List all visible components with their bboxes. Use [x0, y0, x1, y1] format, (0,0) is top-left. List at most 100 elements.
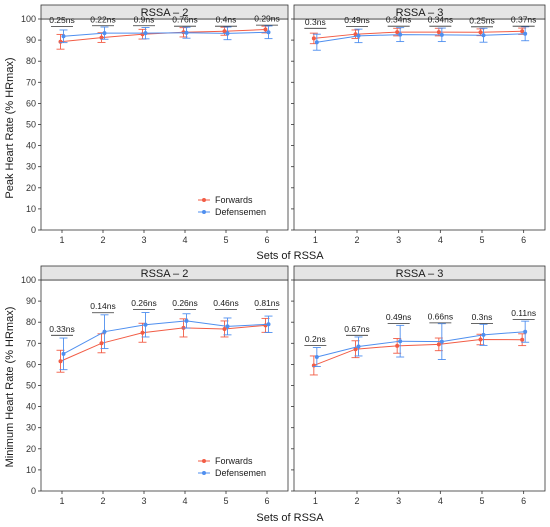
chart-panel: RSSA – 3 1 2 3 4 5 6 0.3ns 0.49ns 0.34ns 0.34ns 0.2… — [291, 4, 546, 245]
data-point-forwards — [436, 30, 441, 35]
data-point-forwards — [520, 337, 525, 342]
data-point-forwards — [353, 32, 358, 37]
significance-label: 0.33ns — [49, 324, 75, 334]
y-tick-label: 60 — [26, 98, 36, 108]
x-tick-label: 6 — [521, 235, 526, 245]
significance-label: 0.49ns — [386, 312, 412, 322]
x-tick-label: 1 — [59, 496, 64, 506]
y-tick-label: 0 — [31, 225, 36, 235]
y-tick-label: 70 — [26, 77, 36, 87]
significance-label: 0.66ns — [428, 311, 454, 321]
y-tick-label: 50 — [26, 120, 36, 130]
data-point-defensemen — [102, 31, 107, 36]
x-axis-title-top: Sets of RSSA — [256, 250, 324, 262]
data-point-forwards — [263, 27, 268, 32]
x-tick-label: 5 — [479, 496, 484, 506]
panel-strip — [40, 4, 289, 20]
data-point-defensemen — [523, 329, 528, 334]
x-tick-label: 1 — [313, 496, 318, 506]
significance-label: 0.46ns — [213, 298, 239, 308]
x-axis-title-bottom: Sets of RSSA — [256, 512, 324, 524]
y-axis-title-top: Peak Heart Rate (% HRmax) — [4, 57, 16, 198]
panel-title: RSSA – 3 — [396, 7, 444, 19]
legend-label-forwards: Forwards — [215, 456, 253, 466]
y-tick-label: 70 — [26, 338, 36, 348]
y-tick-label: 80 — [26, 317, 36, 327]
data-point-defensemen — [314, 40, 319, 45]
data-point-defensemen — [481, 332, 486, 337]
data-point-defensemen — [439, 339, 444, 344]
series-line-defensemen — [316, 331, 526, 358]
x-tick-label: 1 — [59, 235, 64, 245]
y-tick-label: 90 — [26, 296, 36, 306]
x-tick-label: 4 — [182, 496, 187, 506]
x-tick-label: 2 — [354, 496, 359, 506]
series-line-forwards — [313, 30, 523, 39]
data-point-defensemen — [356, 344, 361, 349]
data-point-defensemen — [143, 31, 148, 36]
y-tick-label: 100 — [21, 275, 36, 285]
y-axis-title-bottom: Minimum Heart Rate (% HRmax) — [4, 307, 16, 468]
chart-panel: RSSA – 2 0 10 20 30 40 50 60 70 80 90 100 1 2 3 4 5 6 0.33… — [21, 265, 289, 506]
panel-frame — [40, 18, 289, 231]
data-point-forwards — [436, 342, 441, 347]
data-point-defensemen — [266, 30, 271, 35]
chart-panel: RSSA – 3 1 2 3 4 5 6 0.2ns 0.67ns 0.49ns 0.66ns 0.3… — [291, 265, 546, 506]
panel-title: RSSA – 2 — [141, 268, 189, 280]
x-tick-label: 6 — [264, 235, 269, 245]
x-tick-label: 1 — [313, 235, 318, 245]
significance-label: 0.29ns — [254, 14, 280, 24]
data-point-defensemen — [439, 32, 444, 37]
series-line-defensemen — [63, 31, 269, 37]
y-tick-label: 0 — [31, 486, 36, 496]
significance-label: 0.22ns — [90, 14, 116, 24]
significance-label: 0.81ns — [254, 298, 280, 308]
significance-label: 0.26ns — [172, 298, 198, 308]
data-point-forwards — [520, 29, 525, 34]
significance-label: 0.49ns — [344, 15, 370, 25]
series-line-forwards — [313, 338, 523, 366]
panel-title: RSSA – 2 — [141, 7, 189, 19]
data-point-forwards — [478, 30, 483, 35]
data-point-defensemen — [266, 322, 271, 327]
x-tick-label: 5 — [223, 235, 228, 245]
legend-key-point-defensemen — [202, 471, 206, 475]
data-point-forwards — [311, 36, 316, 41]
significance-label: 0.3ns — [305, 17, 326, 27]
x-tick-label: 2 — [100, 235, 105, 245]
significance-label: 0.25ns — [49, 15, 75, 25]
data-point-defensemen — [225, 31, 230, 36]
panel-frame — [40, 279, 289, 492]
significance-label: 0.26ns — [131, 298, 157, 308]
significance-label: 0.67ns — [344, 324, 370, 334]
y-tick-label: 30 — [26, 162, 36, 172]
data-point-defensemen — [143, 322, 148, 327]
x-tick-label: 3 — [396, 496, 401, 506]
data-point-defensemen — [61, 34, 66, 39]
legend-label-forwards: Forwards — [215, 195, 253, 205]
panel-title: RSSA – 3 — [396, 268, 444, 280]
x-tick-label: 3 — [396, 235, 401, 245]
y-tick-label: 10 — [26, 204, 36, 214]
data-point-forwards — [395, 30, 400, 35]
chart-panel: RSSA – 2 0 10 20 30 40 50 60 70 80 90 100 1 2 3 4 5 6 0.25… — [21, 4, 289, 245]
x-tick-label: 3 — [141, 496, 146, 506]
data-point-defensemen — [481, 33, 486, 38]
significance-label: 0.14ns — [90, 301, 116, 311]
significance-label: 0.11ns — [511, 308, 536, 318]
y-tick-label: 40 — [26, 141, 36, 151]
x-tick-label: 6 — [521, 496, 526, 506]
significance-label: 0.3ns — [472, 312, 493, 322]
y-tick-label: 30 — [26, 423, 36, 433]
legend-key-point-forwards — [202, 198, 206, 202]
x-tick-label: 2 — [100, 496, 105, 506]
data-point-defensemen — [225, 324, 230, 329]
panel-strip — [293, 4, 546, 20]
x-tick-label: 5 — [223, 496, 228, 506]
legend-key-point-forwards — [202, 459, 206, 463]
x-tick-label: 4 — [438, 496, 443, 506]
x-tick-label: 3 — [141, 235, 146, 245]
data-point-forwards — [140, 330, 145, 335]
series-line-defensemen — [63, 320, 269, 355]
